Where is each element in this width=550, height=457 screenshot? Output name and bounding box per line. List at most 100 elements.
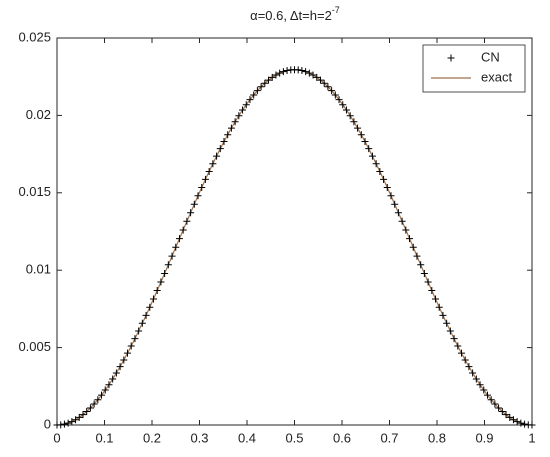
plus-marker <box>57 421 65 429</box>
plus-marker <box>198 184 206 192</box>
plus-marker <box>105 381 113 389</box>
plus-marker <box>283 67 291 75</box>
plus-marker <box>235 112 243 120</box>
plus-marker <box>220 138 228 146</box>
plus-marker <box>383 184 391 192</box>
plus-marker <box>380 175 388 183</box>
plus-marker <box>350 118 358 126</box>
plus-marker <box>224 131 232 139</box>
plus-marker <box>402 226 410 234</box>
plus-marker <box>298 67 306 75</box>
plus-marker <box>502 411 510 419</box>
plus-marker <box>517 419 525 427</box>
plus-marker <box>149 295 157 303</box>
plus-marker <box>394 209 402 217</box>
plus-marker <box>135 327 143 335</box>
plus-marker <box>528 421 536 429</box>
plus-marker <box>357 131 365 139</box>
plus-marker <box>461 356 469 364</box>
plus-marker <box>432 295 440 303</box>
plus-marker <box>521 420 529 428</box>
plus-marker <box>435 303 443 311</box>
legend-label: CN <box>481 49 500 64</box>
x-tick-label: 0.7 <box>380 430 398 445</box>
y-tick-label: 0.005 <box>18 339 51 354</box>
plus-marker <box>361 138 369 146</box>
plus-marker <box>79 411 87 419</box>
plus-marker <box>242 101 250 109</box>
plus-marker <box>112 369 120 377</box>
plus-marker <box>231 118 239 126</box>
plus-marker <box>387 192 395 200</box>
plus-marker <box>439 311 447 319</box>
plus-marker <box>409 243 417 251</box>
x-tick-label: 0.9 <box>475 430 493 445</box>
plus-marker <box>420 269 428 277</box>
plus-marker <box>513 418 521 426</box>
plus-marker <box>276 69 284 77</box>
plus-marker <box>60 420 68 428</box>
x-tick-label: 0.2 <box>143 430 161 445</box>
legend-box <box>422 44 526 93</box>
plus-marker <box>227 124 235 132</box>
plus-marker <box>64 419 72 427</box>
plus-marker <box>335 96 343 104</box>
plus-marker <box>294 66 302 74</box>
plus-marker <box>120 356 128 364</box>
plus-marker <box>272 71 280 79</box>
plus-marker <box>509 416 517 424</box>
plus-marker <box>454 342 462 350</box>
plot-area <box>56 37 533 426</box>
x-tick-label: 0.5 <box>285 430 303 445</box>
chart-title: α=0.6, Δt=h=2-7 <box>250 5 340 23</box>
plus-marker <box>309 71 317 79</box>
plus-marker <box>72 416 80 424</box>
plus-marker <box>457 349 465 357</box>
plus-marker <box>175 235 183 243</box>
plus-marker <box>127 342 135 350</box>
plus-marker <box>424 278 432 286</box>
plus-marker <box>90 400 98 408</box>
plus-marker <box>398 217 406 225</box>
plus-marker <box>183 217 191 225</box>
plus-marker <box>94 396 102 404</box>
plus-marker <box>246 96 254 104</box>
plus-marker <box>261 79 269 87</box>
legend-swatch <box>447 54 455 62</box>
plus-marker <box>75 413 83 421</box>
plus-marker <box>428 286 436 294</box>
plus-marker <box>483 391 491 399</box>
plus-marker <box>153 286 161 294</box>
plus-marker <box>83 408 91 416</box>
plus-marker <box>495 404 503 412</box>
plus-marker <box>406 235 414 243</box>
plus-marker <box>257 83 265 91</box>
plus-marker <box>124 349 132 357</box>
x-tick-label: 1 <box>528 430 535 445</box>
plus-marker <box>146 303 154 311</box>
plus-marker <box>354 124 362 132</box>
plus-marker <box>339 101 347 109</box>
y-tick-label: 0.025 <box>18 29 51 44</box>
plus-marker <box>209 160 217 168</box>
x-tick-label: 0.3 <box>190 430 208 445</box>
plus-marker <box>346 112 354 120</box>
plus-marker <box>279 68 287 76</box>
plus-marker <box>98 391 106 399</box>
plus-marker <box>250 91 258 99</box>
plus-marker <box>316 76 324 84</box>
plus-marker <box>101 386 109 394</box>
plus-marker <box>498 408 506 416</box>
plus-marker <box>450 335 458 343</box>
plus-marker <box>365 145 373 153</box>
plus-marker <box>194 192 202 200</box>
plus-marker <box>201 175 209 183</box>
plus-marker <box>216 145 224 153</box>
x-tick-label: 0 <box>53 430 60 445</box>
plus-marker <box>368 152 376 160</box>
plus-marker <box>443 319 451 327</box>
plus-marker <box>161 269 169 277</box>
plus-marker <box>190 200 198 208</box>
y-tick-label: 0.02 <box>26 107 51 122</box>
